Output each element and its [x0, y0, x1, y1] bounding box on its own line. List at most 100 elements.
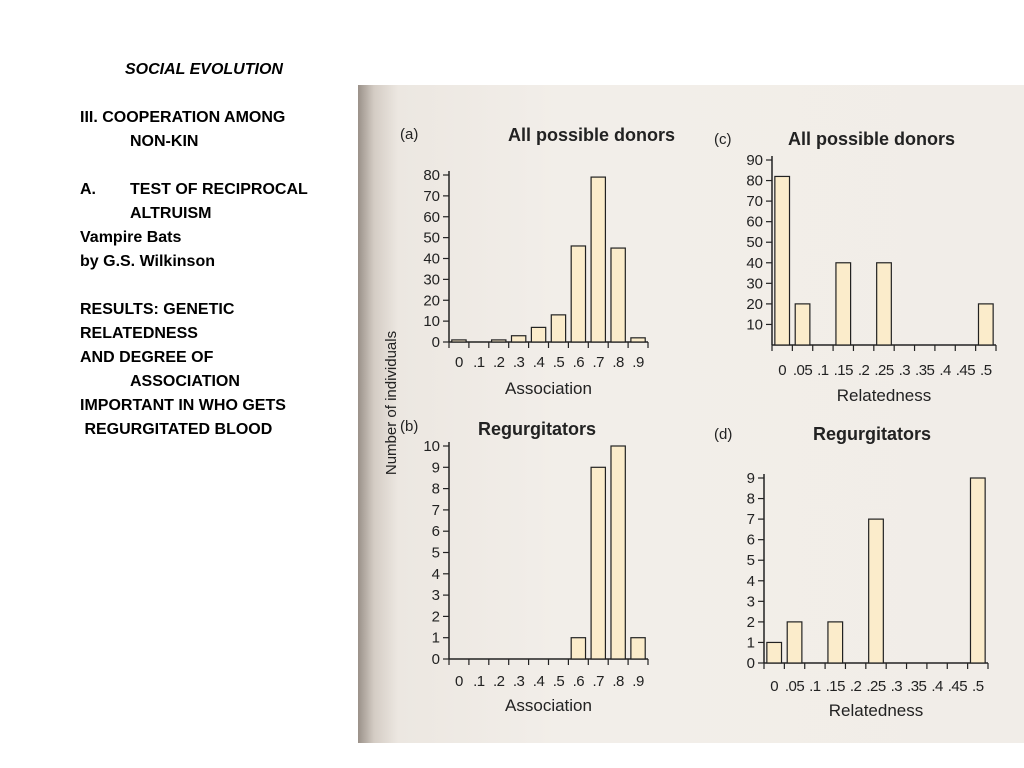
- x-axis-label: Relatedness: [829, 701, 924, 720]
- x-tick-label: .6: [573, 354, 585, 371]
- bar: [794, 303, 811, 346]
- subsection-text: TEST OF RECIPROCAL: [130, 181, 308, 198]
- x-tick-label: .5: [553, 673, 565, 690]
- subsection-heading: A. TEST OF RECIPROCAL: [80, 178, 365, 202]
- y-tick-label: 4: [432, 566, 440, 583]
- chart-title: All possible donors: [508, 125, 675, 145]
- x-axis-label: Relatedness: [837, 386, 932, 405]
- y-tick-label: 80: [746, 173, 763, 190]
- bar: [827, 621, 844, 664]
- x-tick-label: 0: [455, 354, 463, 371]
- x-tick-label: .1: [473, 673, 485, 690]
- y-tick-label: 9: [747, 470, 755, 487]
- y-tick-label: 1: [432, 630, 440, 647]
- bar: [490, 339, 507, 343]
- x-tick-label: .1: [817, 362, 829, 379]
- y-tick-label: 50: [746, 234, 763, 251]
- y-tick-label: 0: [747, 655, 755, 672]
- y-tick-label: 30: [746, 275, 763, 292]
- y-tick-label: 4: [747, 573, 755, 590]
- x-tick-label: .1: [809, 678, 821, 695]
- x-tick-label: .2: [858, 362, 870, 379]
- x-tick-label: .3: [891, 678, 903, 695]
- y-tick-label: 20: [746, 296, 763, 313]
- results-line: REGURGITATED BLOOD: [80, 421, 273, 438]
- x-axis-label: Association: [505, 696, 592, 715]
- slide-title: SOCIAL EVOLUTION: [125, 61, 283, 78]
- panel-tag: (a): [400, 126, 418, 143]
- subsection-heading-cont: ALTRUISM: [130, 205, 212, 222]
- y-tick-label: 60: [746, 214, 763, 231]
- x-tick-label: .7: [592, 354, 604, 371]
- bar: [630, 337, 646, 343]
- bar: [590, 466, 607, 660]
- x-tick-label: .9: [632, 354, 644, 371]
- y-tick-label: 60: [423, 209, 440, 226]
- y-tick-label: 70: [746, 193, 763, 210]
- x-tick-label: .4: [931, 678, 943, 695]
- bar: [766, 641, 783, 664]
- y-tick-label: 10: [423, 438, 440, 455]
- bar: [969, 477, 986, 664]
- x-tick-label: .3: [513, 354, 525, 371]
- chart-title: Regurgitators: [478, 419, 596, 439]
- x-tick-label: .15: [826, 678, 846, 695]
- chart-title: Regurgitators: [813, 424, 931, 444]
- x-tick-label: .5: [553, 354, 565, 371]
- x-tick-label: .8: [612, 673, 624, 690]
- x-tick-label: .3: [899, 362, 911, 379]
- x-axis-label: Association: [505, 379, 592, 398]
- x-tick-label: .9: [632, 673, 644, 690]
- y-tick-label: 10: [423, 313, 440, 330]
- bar: [876, 262, 892, 346]
- y-tick-label: 3: [432, 587, 440, 604]
- y-tick-label: 90: [746, 152, 763, 169]
- figure-svg: Number of individuals (a) All possible do…: [383, 125, 997, 720]
- y-tick-label: 3: [747, 593, 755, 610]
- x-tick-label: .35: [915, 362, 935, 379]
- y-tick-label: 50: [423, 230, 440, 247]
- bar: [530, 326, 547, 343]
- shared-y-axis-label: Number of individuals: [383, 331, 400, 475]
- x-tick-label: .4: [939, 362, 951, 379]
- results-line: RESULTS: GENETIC: [80, 301, 235, 318]
- chart-title: All possible donors: [788, 129, 955, 149]
- results-line: IMPORTANT IN WHO GETS: [80, 397, 286, 414]
- y-tick-label: 6: [747, 532, 755, 549]
- x-tick-label: .2: [493, 673, 505, 690]
- section-heading: III. COOPERATION AMONG: [80, 109, 286, 126]
- y-tick-label: 0: [432, 651, 440, 668]
- x-tick-label: .45: [956, 362, 976, 379]
- study-name: Vampire Bats: [80, 229, 182, 246]
- bar: [610, 445, 626, 660]
- results-line: ASSOCIATION: [130, 373, 240, 390]
- y-tick-label: 40: [423, 251, 440, 268]
- y-tick-label: 1: [747, 634, 755, 651]
- bar: [590, 176, 607, 343]
- bar: [570, 637, 587, 660]
- results-line: AND DEGREE OF: [80, 349, 214, 366]
- x-tick-label: .25: [866, 678, 886, 695]
- y-tick-label: 7: [747, 511, 755, 528]
- x-tick-label: 0: [455, 673, 463, 690]
- bar: [570, 245, 587, 343]
- y-tick-label: 10: [746, 316, 763, 333]
- bar: [868, 518, 884, 664]
- x-tick-label: .7: [592, 673, 604, 690]
- y-tick-label: 2: [432, 608, 440, 625]
- bar: [630, 637, 646, 660]
- bar: [835, 262, 852, 346]
- bar: [451, 339, 467, 343]
- section-heading-cont: NON-KIN: [130, 133, 199, 150]
- x-tick-label: .5: [980, 362, 992, 379]
- x-tick-label: .35: [907, 678, 927, 695]
- x-tick-label: 0: [778, 362, 786, 379]
- x-tick-label: .15: [834, 362, 854, 379]
- x-tick-label: .2: [493, 354, 505, 371]
- bar: [550, 314, 567, 343]
- y-tick-label: 5: [747, 552, 755, 569]
- x-tick-label: .8: [612, 354, 624, 371]
- y-tick-label: 5: [432, 545, 440, 562]
- y-tick-label: 9: [432, 459, 440, 476]
- x-tick-label: .1: [473, 354, 485, 371]
